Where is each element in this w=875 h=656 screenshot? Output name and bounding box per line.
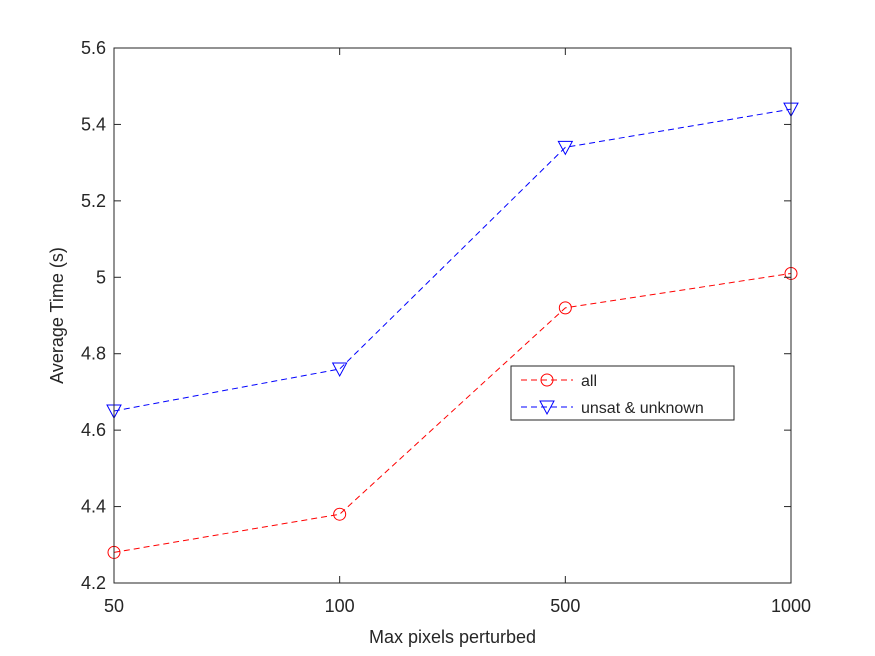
legend-entry: all [521, 373, 597, 390]
y-tick-label: 5.4 [81, 114, 106, 134]
axes-box [113, 47, 792, 584]
y-tick-label: 4.8 [81, 344, 106, 364]
data-point [333, 507, 347, 521]
series-line [113, 108, 792, 412]
y-tick-label: 4.4 [81, 497, 106, 517]
legend-label: unsat & unknown [581, 400, 704, 417]
legend-marker [540, 373, 554, 387]
y-axis-label: Average Time (s) [47, 247, 67, 384]
x-axis-label: Max pixels perturbed [369, 627, 536, 647]
x-tick-label: 500 [550, 596, 580, 616]
series-line [113, 272, 792, 553]
axes-layer: 50 100 500 1000 4.2 4.4 4.6 4.8 5 5.2 5.4 5.6 [81, 38, 811, 616]
y-tick-label: 4.6 [81, 420, 106, 440]
data-point [558, 301, 572, 315]
series-layer [106, 102, 799, 559]
data-point [331, 362, 348, 378]
y-tick-label: 5.2 [81, 191, 106, 211]
y-tick-label: 5.6 [81, 38, 106, 58]
y-tick-label: 4.2 [81, 573, 106, 593]
x-tick-label: 1000 [771, 596, 811, 616]
data-point [557, 140, 574, 156]
y-tick-label: 5 [96, 267, 106, 287]
plot-area [114, 48, 791, 583]
x-tick-label: 50 [104, 596, 124, 616]
legend-entry: unsat & unknown [521, 400, 704, 417]
legend: all unsat & unknown [510, 365, 735, 421]
legend-label: all [581, 373, 597, 390]
legend-marker [539, 400, 555, 416]
x-tick-label: 100 [325, 596, 355, 616]
